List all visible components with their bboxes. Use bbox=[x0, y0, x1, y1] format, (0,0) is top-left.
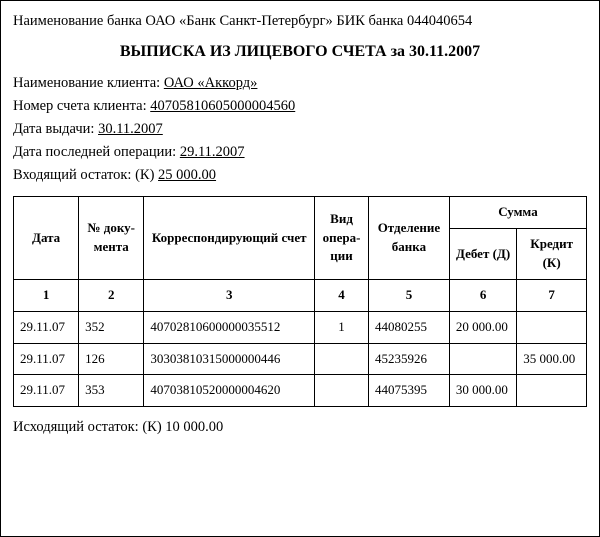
cell-op: 1 bbox=[315, 311, 369, 343]
colnum-1: 1 bbox=[14, 279, 79, 311]
table-row: 29.11.07 353 40703810520000004620 440753… bbox=[14, 375, 587, 407]
bank-name: ОАО «Банк Санкт-Петербург» bbox=[145, 13, 332, 29]
cell-corr: 40702810600000035512 bbox=[144, 311, 315, 343]
colnum-7: 7 bbox=[517, 279, 587, 311]
cell-op bbox=[315, 375, 369, 407]
cell-op bbox=[315, 343, 369, 375]
client-account-label: Номер счета клиента: bbox=[13, 98, 147, 114]
th-amount-group: Сумма bbox=[449, 197, 586, 229]
outgoing-balance-line: Исходящий остаток: (К) 10 000.00 bbox=[13, 417, 587, 438]
document-title: ВЫПИСКА ИЗ ЛИЦЕВОГО СЧЕТА за 30.11.2007 bbox=[13, 40, 587, 63]
table-row: 29.11.07 126 30303810315000000446 452359… bbox=[14, 343, 587, 375]
th-debit: Дебет (Д) bbox=[449, 229, 516, 280]
cell-credit bbox=[517, 311, 587, 343]
cell-credit: 35 000.00 bbox=[517, 343, 587, 375]
colnum-4: 4 bbox=[315, 279, 369, 311]
cell-debit bbox=[449, 343, 516, 375]
last-op-label: Дата последней операции: bbox=[13, 144, 176, 160]
cell-docno: 353 bbox=[79, 375, 144, 407]
operations-table: Дата № доку­мента Корреспондирующий счет… bbox=[13, 196, 587, 407]
document-page: Наименование банка ОАО «Банк Санкт-Петер… bbox=[0, 0, 600, 537]
bik-label: БИК банка bbox=[336, 13, 403, 29]
th-branch: Отделение банка bbox=[369, 197, 450, 280]
table-row: 29.11.07 352 40702810600000035512 1 4408… bbox=[14, 311, 587, 343]
outgoing-balance-value: 10 000.00 bbox=[165, 419, 223, 435]
cell-debit: 20 000.00 bbox=[449, 311, 516, 343]
cell-branch: 44075395 bbox=[369, 375, 450, 407]
th-doc-no: № доку­мента bbox=[79, 197, 144, 280]
client-name-label: Наименование клиента: bbox=[13, 75, 160, 91]
client-name-line: Наименование клиента: ОАО «Аккорд» bbox=[13, 73, 587, 94]
th-credit: Кредит (К) bbox=[517, 229, 587, 280]
th-corr-account: Корреспондирующий счет bbox=[144, 197, 315, 280]
colnum-5: 5 bbox=[369, 279, 450, 311]
bik-value: 044040654 bbox=[407, 13, 472, 29]
colnum-2: 2 bbox=[79, 279, 144, 311]
cell-date: 29.11.07 bbox=[14, 311, 79, 343]
th-date: Дата bbox=[14, 197, 79, 280]
issue-date-line: Дата выдачи: 30.11.2007 bbox=[13, 119, 587, 140]
cell-docno: 352 bbox=[79, 311, 144, 343]
bank-label: Наименование банка bbox=[13, 13, 142, 29]
incoming-balance-label: Входящий остаток: (К) bbox=[13, 167, 154, 183]
client-account-line: Номер счета клиента: 4070581060500000456… bbox=[13, 96, 587, 117]
cell-docno: 126 bbox=[79, 343, 144, 375]
outgoing-balance-label: Исходящий остаток: (К) bbox=[13, 419, 162, 435]
table-header-row-1: Дата № доку­мента Корреспондирующий счет… bbox=[14, 197, 587, 229]
th-op-type: Вид опера­ции bbox=[315, 197, 369, 280]
issue-date-value: 30.11.2007 bbox=[98, 121, 163, 137]
cell-debit: 30 000.00 bbox=[449, 375, 516, 407]
cell-branch: 45235926 bbox=[369, 343, 450, 375]
incoming-balance-value: 25 000.00 bbox=[158, 167, 216, 183]
cell-credit bbox=[517, 375, 587, 407]
issue-date-label: Дата выдачи: bbox=[13, 121, 94, 137]
client-account-value: 40705810605000004560 bbox=[150, 98, 295, 114]
client-name-value: ОАО «Аккорд» bbox=[164, 75, 258, 91]
last-op-line: Дата последней операции: 29.11.2007 bbox=[13, 142, 587, 163]
incoming-balance-line: Входящий остаток: (К) 25 000.00 bbox=[13, 165, 587, 186]
cell-corr: 30303810315000000446 bbox=[144, 343, 315, 375]
colnum-6: 6 bbox=[449, 279, 516, 311]
colnum-3: 3 bbox=[144, 279, 315, 311]
bank-line: Наименование банка ОАО «Банк Санкт-Петер… bbox=[13, 11, 587, 32]
cell-branch: 44080255 bbox=[369, 311, 450, 343]
last-op-value: 29.11.2007 bbox=[180, 144, 245, 160]
cell-corr: 40703810520000004620 bbox=[144, 375, 315, 407]
table-colnum-row: 1 2 3 4 5 6 7 bbox=[14, 279, 587, 311]
cell-date: 29.11.07 bbox=[14, 343, 79, 375]
cell-date: 29.11.07 bbox=[14, 375, 79, 407]
